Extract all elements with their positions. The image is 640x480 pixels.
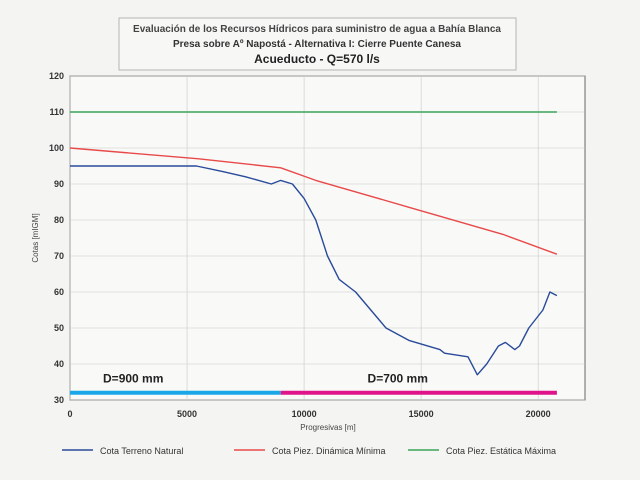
series-layer	[69, 111, 558, 376]
y-tick-label: 90	[54, 179, 64, 189]
x-axis-label: Progresivas [m]	[300, 423, 356, 432]
series-line-0	[70, 165, 558, 376]
x-tick-label: 10000	[292, 409, 317, 419]
chart-title-line3: Acueducto - Q=570 l/s	[254, 52, 380, 66]
y-tick-label: 70	[54, 251, 64, 261]
y-tick-label: 30	[54, 395, 64, 405]
diameter-label-0: D=900 mm	[103, 371, 163, 385]
x-tick-label: 20000	[526, 409, 551, 419]
chart-title-line2: Presa sobre Aº Napostá - Alternativa I: …	[173, 39, 461, 50]
series-line-1	[69, 147, 558, 255]
x-tick-label: 15000	[409, 409, 434, 419]
title-box	[118, 17, 517, 71]
diameter-segments: D=900 mm D=700 mm	[70, 371, 557, 395]
y-tick-label: 120	[49, 71, 64, 81]
x-tick-label: 5000	[177, 409, 197, 419]
y-tick-label: 110	[49, 107, 64, 117]
y-axis-label: Cotas [mIGM]	[31, 213, 40, 262]
legend-label-dinamica: Cota Piez. Dinámica Mínima	[272, 446, 386, 456]
legend: Cota Terreno Natural Cota Piez. Dinámica…	[62, 446, 556, 456]
y-tick-label: 60	[54, 287, 64, 297]
plot-area	[69, 75, 586, 401]
legend-label-estatica: Cota Piez. Estática Máxima	[446, 446, 556, 456]
tick-labels: 30 40 50 60 70 80 90 100 110 120 0 5000 10000 15000 20…	[49, 71, 551, 419]
y-tick-label: 40	[54, 359, 64, 369]
diameter-label-1: D=700 mm	[368, 371, 428, 385]
x-tick-label: 0	[67, 409, 72, 419]
y-tick-label: 100	[49, 143, 64, 153]
y-tick-label: 50	[54, 323, 64, 333]
legend-label-terreno: Cota Terreno Natural	[100, 446, 183, 456]
chart-title-line1: Evaluación de los Recursos Hídricos para…	[133, 24, 501, 35]
y-tick-label: 80	[54, 215, 64, 225]
